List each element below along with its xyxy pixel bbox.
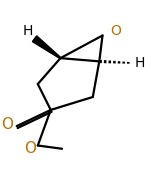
- Text: H: H: [23, 24, 33, 38]
- Polygon shape: [32, 36, 61, 59]
- Text: O: O: [24, 141, 36, 156]
- Text: H: H: [134, 56, 145, 70]
- Text: O: O: [1, 117, 13, 132]
- Text: O: O: [110, 24, 121, 38]
